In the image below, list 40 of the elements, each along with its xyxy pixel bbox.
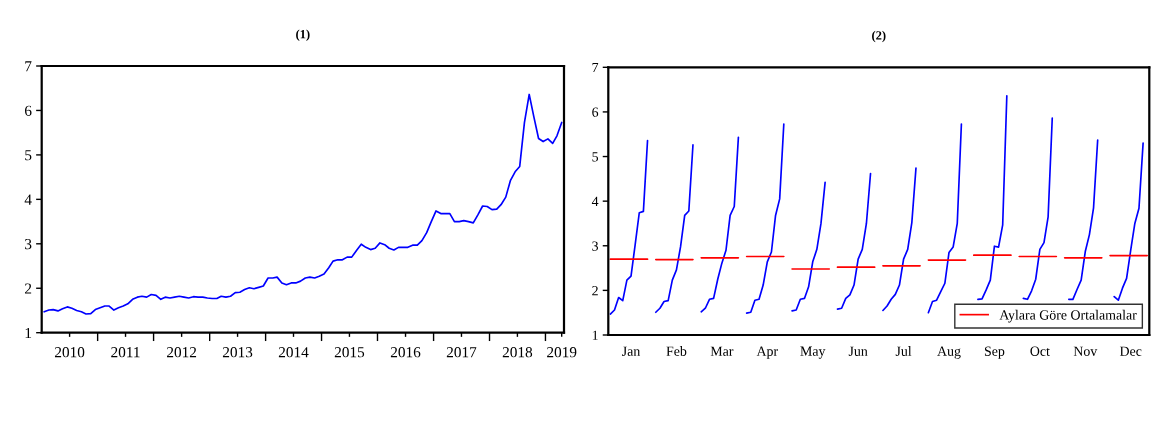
line-series xyxy=(43,93,563,315)
x-tick-label: 2019 xyxy=(547,347,577,358)
chart-title: (2) xyxy=(872,30,886,43)
x-tick-label: 2012 xyxy=(167,347,197,358)
y-tick-label: 7 xyxy=(25,61,32,72)
x-tick-label: Apr xyxy=(756,346,778,359)
y-tick-label: 3 xyxy=(592,241,599,251)
chart-title: (1) xyxy=(296,29,310,41)
x-tick-label: Jan xyxy=(622,346,641,356)
x-tick-label: Dec xyxy=(1119,346,1142,356)
y-tick-label: 4 xyxy=(24,194,32,205)
y-tick-label: 1 xyxy=(592,330,598,340)
x-tick-label: Feb xyxy=(666,346,687,356)
y-tick-label: 4 xyxy=(591,196,599,206)
x-tick-label: 2016 xyxy=(390,347,421,358)
legend-label: Aylara Göre Ortalamalar xyxy=(999,309,1137,323)
x-tick-label: Jun xyxy=(848,346,868,356)
y-tick-label: 2 xyxy=(25,283,32,294)
y-tick-label: 7 xyxy=(592,63,599,73)
x-tick-label: May xyxy=(800,346,826,359)
x-tick-label: 2014 xyxy=(278,347,309,358)
x-tick-label: 2018 xyxy=(502,347,533,358)
x-tick-label: Mar xyxy=(710,346,734,356)
x-tick-label: Jul xyxy=(895,346,912,356)
y-tick-label: 1 xyxy=(25,327,32,338)
x-tick-label: 2015 xyxy=(334,347,365,358)
y-tick-label: 6 xyxy=(592,107,599,117)
x-tick-label: 2011 xyxy=(111,347,140,358)
y-tick-label: 3 xyxy=(25,238,32,250)
x-tick-label: 2010 xyxy=(54,347,85,358)
x-tick-label: Sep xyxy=(984,346,1005,359)
x-tick-label: Oct xyxy=(1030,346,1050,356)
y-tick-label: 2 xyxy=(592,286,598,296)
x-tick-label: Nov xyxy=(1073,346,1098,356)
y-tick-label: 5 xyxy=(25,150,32,161)
y-tick-label: 5 xyxy=(592,152,599,162)
x-tick-label: Aug xyxy=(937,346,961,359)
y-tick-label: 6 xyxy=(25,105,32,116)
x-tick-label: 2013 xyxy=(222,347,253,358)
x-tick-label: 2017 xyxy=(446,347,477,358)
